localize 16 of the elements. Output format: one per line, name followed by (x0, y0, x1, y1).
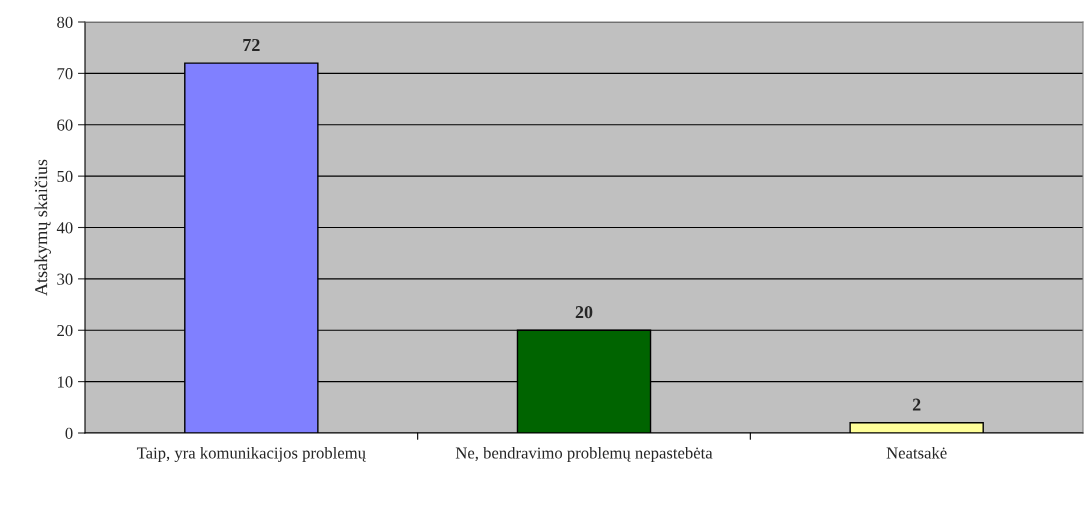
y-axis-title: Atsakymų skaičius (34, 159, 51, 296)
y-tick-label: 80 (57, 16, 73, 28)
y-tick-label: 0 (65, 427, 73, 439)
data-label: 20 (575, 306, 593, 319)
y-tick-label: 60 (57, 119, 73, 131)
y-tick-label: 70 (57, 68, 73, 80)
y-tick-label: 30 (57, 273, 73, 285)
data-label: 2 (912, 398, 921, 411)
y-tick-label: 10 (57, 376, 73, 388)
y-tick-label: 50 (57, 170, 73, 183)
data-label: 72 (243, 38, 260, 51)
x-tick-label: Ne, bendravimo problemų nepastebėta (455, 446, 713, 462)
y-tick-label: 40 (56, 222, 73, 234)
x-tick-label: Taip, yra komunikacijos problemų (136, 446, 367, 463)
x-tick-label: Neatsakė (886, 446, 947, 459)
y-tick-label: 20 (57, 324, 73, 337)
